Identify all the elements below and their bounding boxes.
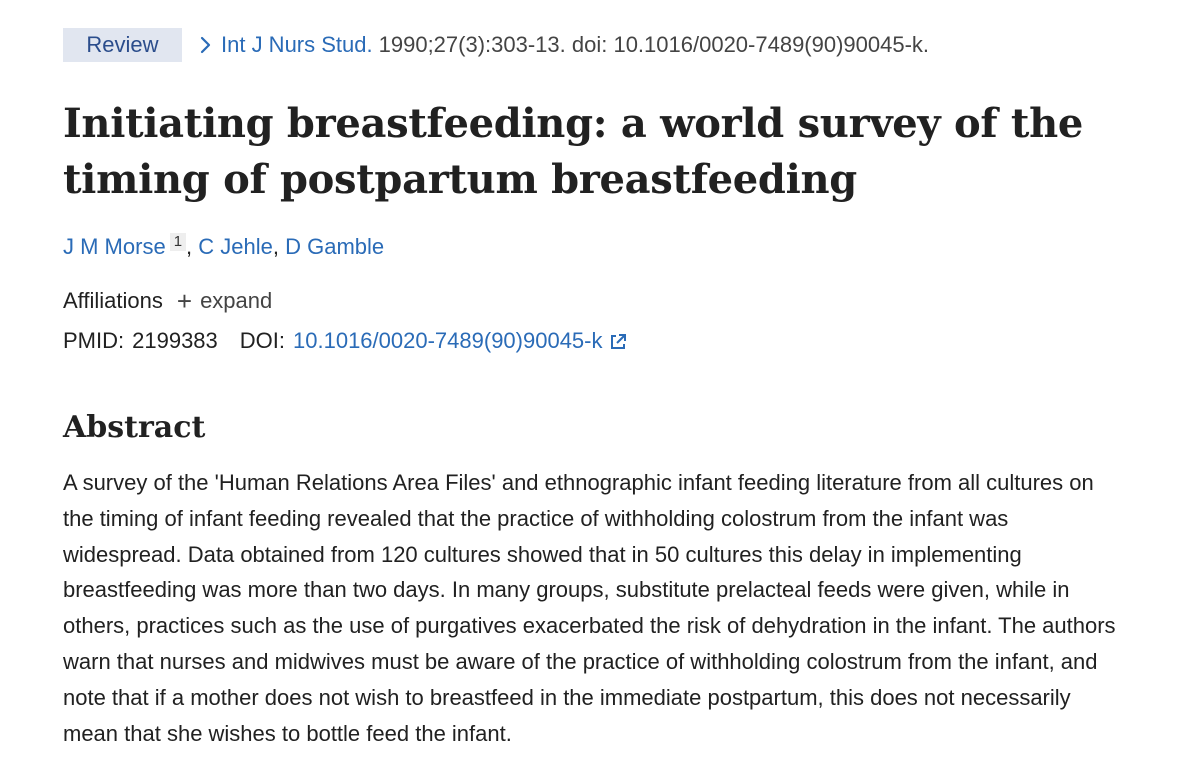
article-title: Initiating breastfeeding: a world survey… <box>63 100 1084 203</box>
doi-label: DOI: <box>239 328 286 353</box>
expand-label: expand <box>200 288 273 313</box>
abstract-heading: Abstract <box>63 410 206 445</box>
abstract-text: A survey of the 'Human Relations Area Fi… <box>63 470 1116 746</box>
doi-link[interactable]: 10.1016/0020-7489(90)90045-k <box>293 326 627 356</box>
plus-icon: + <box>176 286 193 316</box>
author-separator: , <box>186 234 199 259</box>
review-badge: Review <box>63 28 182 62</box>
pmid-label: PMID: <box>63 328 125 353</box>
citation-details: 1990;27(3):303-13. doi: 10.1016/0020-748… <box>378 32 930 57</box>
journal-link[interactable]: Int J Nurs Stud. <box>221 32 373 57</box>
author-separator: , <box>272 234 286 259</box>
identifiers-row: PMID: 2199383 DOI: 10.1016/0020-7489(90)… <box>63 326 628 356</box>
chevron-right-icon[interactable] <box>194 28 218 62</box>
doi-value: 10.1016/0020-7489(90)90045-k <box>293 328 603 353</box>
article-meta-row: Review Int J Nurs Stud. 1990;27(3):303-1… <box>63 28 929 62</box>
affiliations-expand-button[interactable]: + expand <box>177 286 272 316</box>
author-list: J M Morse 1, C Jehle, D Gamble <box>63 232 384 262</box>
author-link[interactable]: D Gamble <box>285 234 385 259</box>
affiliation-ref-button[interactable]: 1 <box>169 233 187 251</box>
affiliations-row: Affiliations + expand <box>63 286 272 316</box>
pmid-value: 2199383 <box>132 328 218 353</box>
author-link[interactable]: J M Morse <box>63 234 166 259</box>
author-link[interactable]: C Jehle <box>198 234 273 259</box>
affiliations-label: Affiliations <box>63 288 163 313</box>
external-link-icon <box>608 332 628 352</box>
